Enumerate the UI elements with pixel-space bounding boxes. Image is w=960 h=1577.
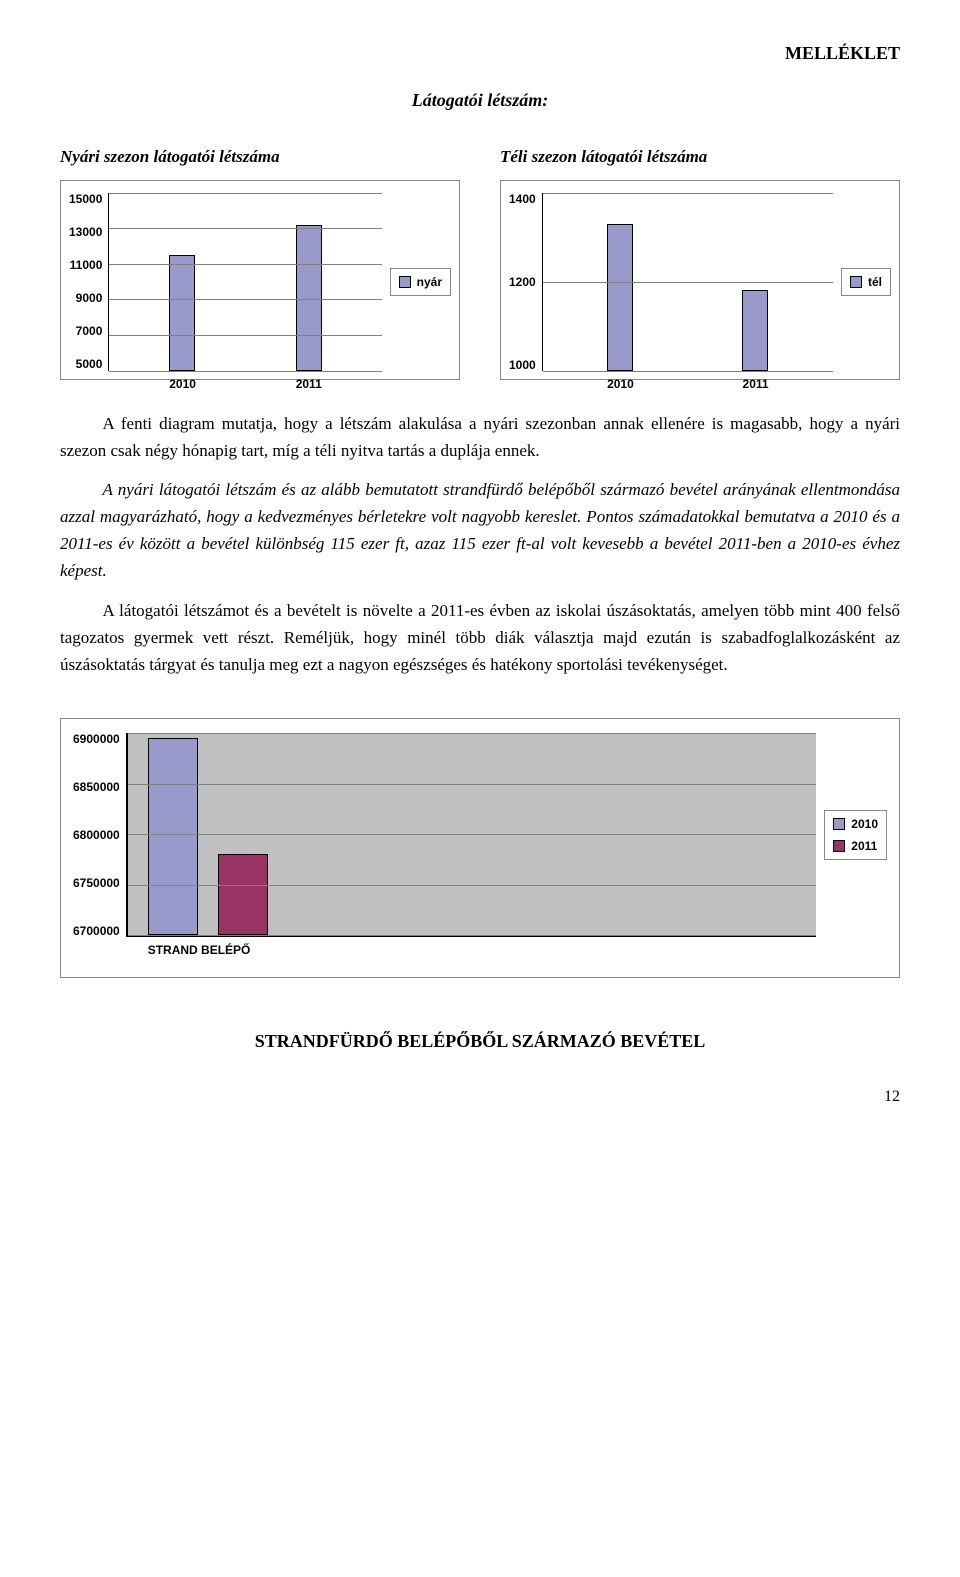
gridline [109, 299, 381, 300]
y-tick-label: 5000 [76, 358, 103, 370]
x-tick-label: 2010 [607, 375, 634, 393]
paragraph-1b: A nyári látogatói létszám és az alább be… [60, 476, 900, 585]
chart2-legend: tél [841, 268, 891, 296]
chart1-box: 15000 13000 11000 9000 7000 5000 20102011 nyá… [60, 180, 460, 380]
y-tick-label: 15000 [69, 193, 102, 205]
bar [218, 854, 268, 935]
bar [742, 290, 768, 370]
chart3-y-axis: 6900000 6850000 6800000 6750000 6700000 [73, 733, 126, 937]
chart2-legend-swatch [850, 276, 862, 288]
y-tick-label: 6700000 [73, 925, 120, 937]
chart3-box: 6900000 6850000 6800000 6750000 6700000 STRA… [60, 718, 900, 978]
gridline [128, 885, 817, 886]
y-tick-label: 6900000 [73, 733, 120, 745]
gridline [109, 371, 381, 372]
page-header-title: MELLÉKLET [60, 40, 900, 67]
gridline [128, 784, 817, 785]
chart2-title: Téli szezon látogatói létszáma [500, 144, 900, 170]
legend-row: 2010 [833, 815, 878, 833]
legend-label: 2010 [851, 815, 878, 833]
gridline [109, 264, 381, 265]
chart1-plot: 20102011 [108, 193, 381, 371]
gridline [109, 228, 381, 229]
y-tick-label: 6850000 [73, 781, 120, 793]
chart2-legend-label: tél [868, 273, 882, 291]
y-tick-label: 1000 [509, 359, 536, 371]
page-number: 12 [60, 1085, 900, 1109]
gridline [543, 371, 833, 372]
gridline [109, 193, 381, 194]
bar [148, 738, 198, 935]
chart2-column: Téli szezon látogatói létszáma 140012001… [500, 144, 900, 380]
chart1-column: Nyári szezon látogatói létszáma 15000 130… [60, 144, 460, 380]
y-tick-label: 7000 [76, 325, 103, 337]
gridline [543, 282, 833, 283]
x-tick-label: 2010 [169, 375, 196, 393]
y-tick-label: 9000 [76, 292, 103, 304]
chart2-box: 1400 1200 1000 20102011 tél [500, 180, 900, 380]
bar [169, 255, 195, 371]
chart1-title: Nyári szezon látogatói létszáma [60, 144, 460, 170]
legend-row: 2011 [833, 837, 877, 855]
chart3-legend: 2010 2011 [824, 810, 887, 860]
x-tick-label: 2011 [743, 375, 769, 393]
chart1-legend-swatch [399, 276, 411, 288]
gridline [543, 193, 833, 194]
bar [296, 225, 322, 371]
paragraph-1a: A fenti diagram mutatja, hogy a létszám … [60, 410, 900, 464]
chart-pair: Nyári szezon látogatói létszáma 15000 130… [60, 144, 900, 380]
y-tick-label: 11000 [70, 259, 103, 271]
gridline [128, 733, 817, 734]
y-tick-label: 6800000 [73, 829, 120, 841]
gridline [109, 335, 381, 336]
chart3-plot: STRAND BELÉPŐ [126, 733, 817, 937]
y-tick-label: 1400 [509, 193, 536, 205]
y-tick-label: 13000 [69, 226, 102, 238]
legend-swatch [833, 818, 845, 830]
chart2-plot: 20102011 [542, 193, 833, 371]
legend-swatch [833, 840, 845, 852]
x-tick-label: 2011 [296, 375, 322, 393]
bar [607, 224, 633, 371]
paragraph-2: A látogatói létszámot és a bevételt is n… [60, 597, 900, 679]
chart1-legend: nyár [390, 268, 451, 296]
gridline [128, 935, 817, 936]
y-tick-label: 6750000 [73, 877, 120, 889]
chart1-legend-label: nyár [417, 273, 442, 291]
gridline [128, 834, 817, 835]
x-category-label: STRAND BELÉPŐ [148, 941, 251, 959]
bottom-heading: STRANDFÜRDŐ BELÉPŐBŐL SZÁRMAZÓ BEVÉTEL [60, 1028, 900, 1055]
y-tick-label: 1200 [509, 276, 536, 288]
chart2-y-axis: 1400 1200 1000 [509, 193, 542, 371]
chart1-y-axis: 15000 13000 11000 9000 7000 5000 [69, 193, 108, 371]
section-subtitle: Látogatói létszám: [60, 87, 900, 114]
legend-label: 2011 [851, 837, 877, 855]
